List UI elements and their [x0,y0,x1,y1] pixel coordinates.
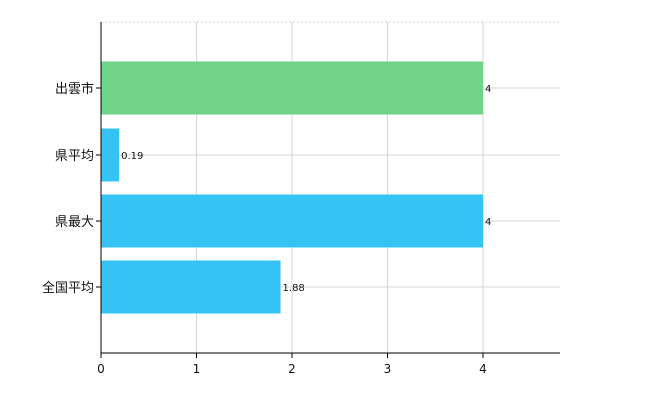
labels: 0 1 2 3 4 出雲市 4 県平均 0.19 県最大 4 全国平均 1.88 [42,81,491,376]
x-tick-label: 1 [193,362,201,376]
data-label: 0.19 [121,151,143,162]
data-label: 4 [485,217,491,228]
bars [101,61,483,314]
category-label: 県最大 [55,215,94,230]
category-label: 全国平均 [42,280,94,296]
x-tick-label: 2 [288,362,296,376]
data-label: 1.88 [283,283,305,294]
category-label: 県平均 [55,149,94,164]
category-label: 出雲市 [55,81,94,97]
axes [96,22,560,358]
bar [101,194,483,248]
bar [101,128,120,182]
data-label: 4 [485,84,491,95]
bar [101,61,483,115]
x-tick-label: 4 [479,362,487,376]
x-tick-label: 3 [384,362,392,376]
bar [101,260,281,314]
x-tick-label: 0 [97,362,105,376]
